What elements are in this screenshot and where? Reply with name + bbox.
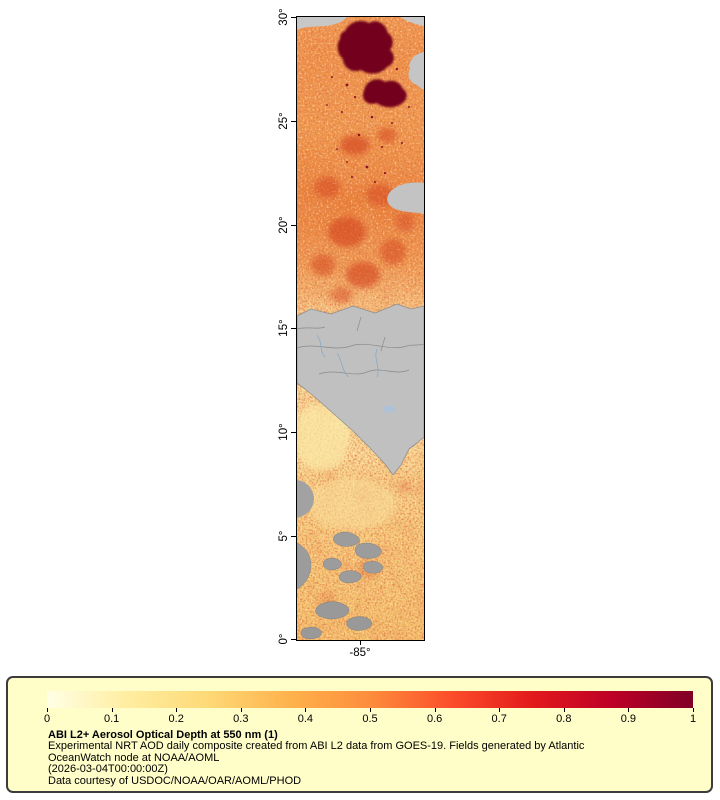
legend-title: ABI L2+ Aerosol Optical Depth at 550 nm … [48, 729, 278, 741]
colorbar-tick-label: 1 [689, 713, 697, 725]
colorbar-tick-label: 0.4 [297, 713, 314, 725]
colorbar-tick-label: 0.5 [362, 713, 378, 725]
gray-island-cluster [297, 531, 383, 590]
colorbar-tick [240, 708, 242, 712]
gray-caribbean [387, 182, 424, 214]
colorbar-tick [176, 708, 178, 712]
legend-panel: 0 0.1 0.2 0.3 0.4 0.5 0.6 0.7 0.8 0.9 1 … [6, 676, 713, 793]
no-data-gray-areas [297, 17, 424, 640]
colorbar-tick-label: 0.6 [426, 713, 443, 725]
colorbar-tick [111, 708, 113, 712]
colorbar-tick [434, 708, 436, 712]
x-tick-label: -85° [349, 647, 371, 659]
colorbar-tick-label: 0.8 [556, 713, 572, 725]
y-tick-label: 15° [278, 319, 290, 337]
lake [383, 405, 395, 413]
y-tick [291, 121, 296, 122]
colorbar-axis: 0 0.1 0.2 0.3 0.4 0.5 0.6 0.7 0.8 0.9 1 [43, 691, 697, 736]
colorbar [47, 691, 693, 708]
gray-bottom-patches [300, 601, 373, 640]
legend-timestamp: (2026-03-04T00:00:00Z) [48, 763, 168, 776]
gray-top-left [297, 17, 347, 30]
colorbar-tick-label: 0.2 [168, 713, 184, 725]
aod-raster [297, 17, 424, 640]
y-tick-label: 25° [278, 112, 290, 130]
pale-aod-patches [297, 403, 397, 530]
y-tick-label: 10° [278, 423, 290, 441]
y-tick-label: 30° [278, 8, 290, 26]
colorbar-tick [628, 708, 630, 712]
y-tick-label: 5° [278, 530, 290, 542]
map-plot [296, 16, 425, 641]
colorbar-tick [563, 708, 565, 712]
y-tick [291, 639, 296, 640]
smoke-plume-dark-red [337, 20, 407, 108]
y-tick [291, 432, 296, 433]
rivers [316, 334, 379, 378]
colorbar-tick [693, 708, 694, 712]
legend-description-line1: Experimental NRT AOD daily composite cre… [48, 740, 585, 753]
y-tick-label: 0° [278, 633, 290, 645]
gray-coast-patch [297, 480, 314, 518]
legend-description-line2: OceanWatch node at NOAA/AOML [48, 751, 220, 764]
gray-right-edge [408, 52, 424, 90]
colorbar-tick [370, 708, 371, 712]
x-tick [360, 641, 361, 645]
dark-red-specks [326, 67, 410, 183]
colorbar-tick-label: 0.7 [491, 713, 507, 725]
colorbar-tick [305, 708, 307, 712]
legend-credit: Data courtesy of USDOC/NOAA/OAR/AOML/PHO… [48, 774, 302, 787]
gray-top-right [401, 17, 424, 26]
y-tick [291, 17, 296, 18]
legend-caption: ABI L2+ Aerosol Optical Depth at 550 nm … [48, 729, 585, 787]
colorbar-tick [47, 708, 48, 712]
country-borders [297, 316, 424, 375]
y-tick-label: 20° [278, 216, 290, 234]
y-tick [291, 536, 296, 537]
colorbar-tick-label: 0.9 [620, 713, 637, 725]
colorbar-tick [499, 708, 501, 712]
gray-landmass-central-america [297, 303, 424, 476]
y-tick [291, 328, 296, 329]
colorbar-tick-label: 0.1 [103, 713, 120, 725]
colorbar-tick-label: 0.3 [233, 713, 249, 725]
high-aod-patches [311, 127, 415, 608]
y-tick [291, 225, 296, 226]
colorbar-tick-label: 0 [43, 713, 51, 725]
